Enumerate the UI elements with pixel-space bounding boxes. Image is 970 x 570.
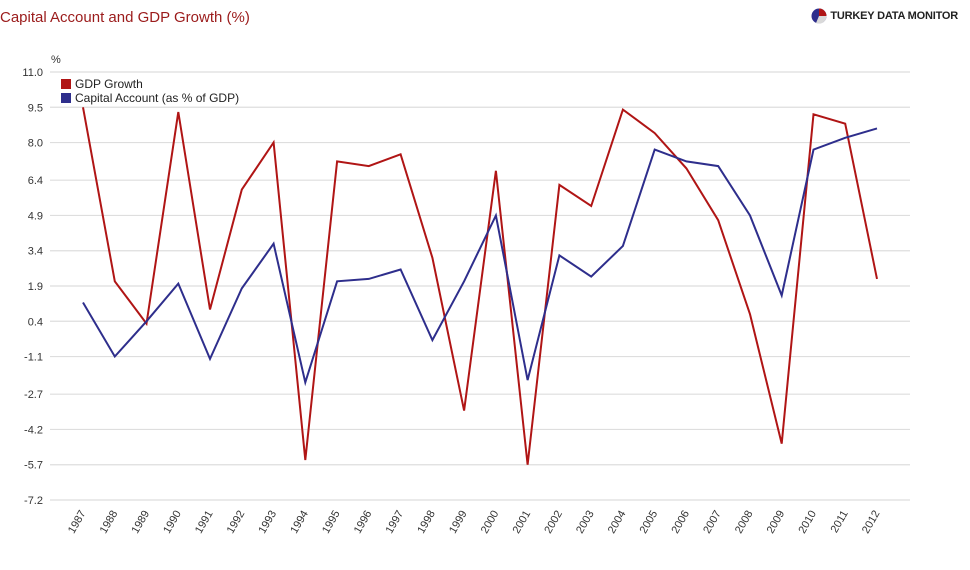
x-tick-label: 2009 — [765, 509, 788, 536]
y-axis-label: % — [51, 54, 61, 66]
x-tick-label: 2008 — [733, 509, 756, 536]
x-tick-label: 1988 — [98, 509, 121, 536]
x-tick-label: 2004 — [606, 509, 629, 536]
y-tick-label: -1.1 — [24, 352, 43, 364]
legend-swatch — [61, 93, 71, 103]
y-tick-label: -2.7 — [24, 389, 43, 401]
x-tick-label: 2002 — [542, 509, 565, 536]
y-tick-label: 11.0 — [22, 67, 43, 79]
x-tick-label: 2000 — [479, 509, 502, 536]
legend-label: Capital Account (as % of GDP) — [75, 91, 239, 105]
y-tick-label: 9.5 — [28, 102, 43, 114]
series-lines — [82, 107, 878, 465]
y-tick-label: -4.2 — [24, 424, 43, 436]
x-tick-label: 2005 — [638, 509, 661, 536]
y-tick-label: -5.7 — [24, 460, 43, 472]
x-tick-label: 1989 — [129, 509, 152, 536]
x-tick-label: 1995 — [320, 509, 343, 536]
x-tick-label: 1992 — [225, 509, 248, 536]
brand-name: TURKEY DATA MONITOR — [830, 10, 958, 22]
x-axis-ticks: 1987 1988 1989 1990 1991 1992 1993 1994 1995 1996… — [66, 509, 883, 536]
y-tick-label: 6.4 — [28, 175, 43, 187]
x-tick-label: 2006 — [669, 509, 692, 536]
y-tick-label: -7.2 — [24, 495, 43, 507]
legend-label: GDP Growth — [75, 77, 143, 91]
grid-lines — [50, 71, 910, 501]
x-tick-label: 1991 — [193, 509, 216, 536]
x-tick-label: 2001 — [511, 509, 534, 536]
y-tick-label: 0.4 — [28, 316, 43, 328]
x-tick-label: 1993 — [257, 509, 280, 536]
x-tick-label: 2011 — [829, 509, 851, 535]
x-tick-label: 1997 — [384, 509, 407, 536]
y-tick-label: 4.9 — [28, 210, 43, 222]
x-tick-label: 1990 — [161, 509, 184, 536]
x-tick-label: 2010 — [796, 509, 819, 536]
x-tick-label: 1996 — [352, 509, 375, 536]
series-line-gdp-growth — [82, 107, 878, 465]
x-tick-label: 2003 — [574, 509, 597, 536]
x-tick-label: 1994 — [288, 509, 311, 536]
chart-title: Capital Account and GDP Growth (%) — [0, 9, 250, 26]
x-tick-label: 1999 — [447, 509, 470, 536]
y-axis-ticks: 11.0 9.5 8.0 6.4 4.9 3.4 1.9 0.4 -1.1 -2.7 -4.2 -5.… — [22, 67, 43, 507]
pie-logo-icon — [811, 8, 827, 24]
y-tick-label: 3.4 — [28, 246, 43, 258]
x-tick-label: 1987 — [66, 509, 89, 536]
series-line-capital-account — [82, 127, 878, 387]
x-tick-label: 1998 — [415, 509, 438, 536]
brand-logo: TURKEY DATA MONITOR — [811, 8, 958, 24]
x-tick-label: 2012 — [860, 509, 883, 536]
y-tick-label: 1.9 — [28, 281, 43, 293]
x-tick-label: 2007 — [701, 509, 724, 536]
legend-swatch — [61, 79, 71, 89]
y-tick-label: 8.0 — [28, 138, 43, 150]
